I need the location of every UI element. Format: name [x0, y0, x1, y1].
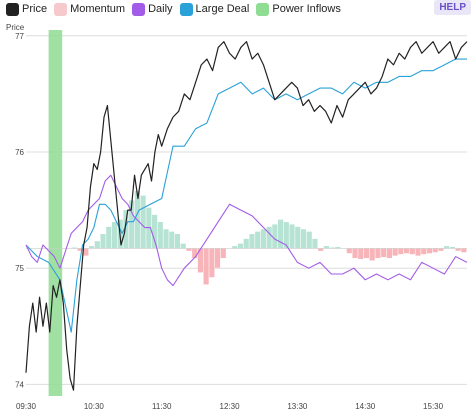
momentum-bar	[237, 243, 244, 249]
momentum-bar	[352, 248, 358, 259]
legend-swatch-large-deal	[179, 2, 193, 16]
momentum-bar	[249, 234, 255, 249]
power-inflow-band	[48, 30, 63, 396]
legend-label-daily: Daily	[148, 3, 173, 15]
momentum-bar	[415, 248, 421, 256]
momentum-bar	[346, 248, 352, 254]
legend-swatch-price	[6, 2, 19, 16]
momentum-bar	[318, 248, 324, 251]
momentum-bar	[421, 248, 427, 255]
daily-line	[25, 174, 468, 287]
momentum-bar	[461, 248, 467, 253]
momentum-bar	[71, 247, 77, 249]
momentum-bar	[111, 222, 118, 249]
y-tick-label: 74	[15, 380, 24, 389]
x-tick-label: 14:30	[355, 402, 376, 411]
momentum-bar	[174, 234, 181, 249]
momentum-bar	[243, 238, 249, 249]
momentum-bar	[100, 234, 106, 249]
momentum-bar	[215, 248, 221, 268]
momentum-bar	[260, 229, 266, 249]
momentum-bar	[220, 248, 226, 259]
momentum-bar	[180, 243, 186, 249]
momentum-bar	[255, 231, 261, 249]
legend-swatch-power-inflows	[256, 2, 270, 16]
y-tick-label: 77	[15, 32, 24, 41]
momentum-bar	[197, 248, 203, 273]
momentum-bar	[392, 248, 398, 256]
x-tick-label: 15:30	[423, 402, 444, 411]
legend-item-price[interactable]: Price	[6, 2, 48, 16]
momentum-bar	[386, 248, 392, 259]
momentum-bar	[409, 248, 415, 255]
momentum-bar	[192, 248, 198, 259]
momentum-bar	[438, 248, 444, 251]
momentum-bar	[232, 246, 238, 249]
momentum-bar	[398, 248, 404, 255]
legend-item-large-deal[interactable]: Large Deal	[179, 2, 250, 16]
momentum-bar	[306, 231, 312, 249]
x-tick-label: 12:30	[220, 402, 241, 411]
momentum-bar	[106, 226, 112, 249]
x-tick-label: 13:30	[287, 402, 308, 411]
legend-label-price: Price	[22, 3, 48, 15]
momentum-bar	[266, 226, 272, 249]
momentum-bar	[404, 248, 410, 254]
momentum-bar	[449, 246, 455, 249]
momentum-bar	[312, 238, 318, 249]
momentum-bar	[203, 248, 209, 285]
momentum-bar	[163, 229, 169, 249]
momentum-bar	[300, 229, 307, 249]
legend-item-power-inflows[interactable]: Power Inflows	[256, 2, 341, 16]
legend-swatch-momentum	[54, 2, 68, 16]
momentum-bar	[363, 248, 370, 259]
price-line	[25, 41, 468, 391]
momentum-bar	[375, 248, 381, 259]
legend-swatch-daily	[132, 2, 146, 16]
momentum-bar	[283, 222, 289, 249]
large-deal-line	[25, 58, 467, 333]
x-tick-label: 09:30	[16, 402, 37, 411]
y-axis-title: Price	[6, 23, 25, 32]
momentum-bar	[278, 219, 284, 249]
legend-label-large-deal: Large Deal	[195, 3, 250, 15]
legend-label-power-inflows: Power Inflows	[272, 3, 341, 15]
momentum-bar	[381, 248, 387, 258]
momentum-bar	[295, 226, 301, 249]
help-button[interactable]: HELP	[434, 0, 471, 15]
chart-legend: Price Momentum Daily Large Deal Power In…	[6, 1, 348, 17]
legend-label-momentum: Momentum	[70, 3, 126, 15]
momentum-bar	[455, 248, 461, 251]
momentum-bar	[140, 195, 146, 249]
y-tick-label: 75	[15, 264, 24, 273]
legend-item-momentum[interactable]: Momentum	[54, 2, 126, 16]
momentum-bar	[329, 247, 335, 249]
x-tick-label: 11:30	[152, 402, 172, 411]
momentum-bar	[94, 241, 100, 249]
momentum-bar	[157, 222, 163, 249]
momentum-bar	[369, 248, 375, 261]
y-tick-label: 76	[15, 148, 24, 157]
momentum-bar	[335, 246, 341, 249]
x-tick-label: 10:30	[84, 402, 105, 411]
momentum-bar	[426, 248, 433, 254]
momentum-bar	[432, 248, 438, 253]
momentum-bar	[169, 231, 175, 249]
momentum-bar	[289, 224, 295, 249]
momentum-bar	[323, 246, 329, 249]
momentum-bar	[272, 224, 278, 249]
momentum-bar	[129, 200, 135, 249]
momentum-bar	[444, 246, 450, 249]
momentum-bar	[209, 248, 215, 278]
momentum-bar	[77, 248, 83, 251]
momentum-bar	[123, 210, 129, 249]
momentum-bar	[186, 248, 192, 251]
momentum-bar	[83, 248, 89, 256]
momentum-bar	[152, 214, 158, 249]
momentum-bar	[358, 248, 364, 259]
legend-item-daily[interactable]: Daily	[132, 2, 173, 16]
momentum-bar	[89, 246, 95, 249]
